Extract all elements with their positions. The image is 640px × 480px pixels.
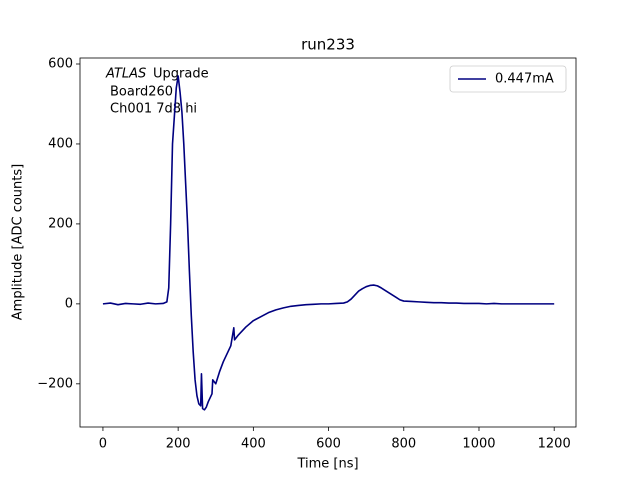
y-tick-label: 600 [48, 56, 73, 71]
x-tick-label: 1200 [538, 437, 571, 452]
annotation-experiment: ATLAS [105, 67, 146, 82]
annotation-channel: Ch001 7d8 hi [110, 102, 197, 117]
x-tick-label: 200 [166, 437, 191, 452]
legend-label: 0.447mA [495, 72, 554, 87]
y-tick-label: 400 [48, 136, 73, 151]
chart-title: run233 [301, 36, 355, 54]
annotation-board: Board260 [110, 85, 173, 100]
y-tick-label: 0 [65, 296, 73, 311]
x-axis-label: Time [ns] [296, 457, 358, 472]
x-tick-label: 400 [241, 437, 266, 452]
annotation-label: Upgrade [153, 67, 209, 82]
data-line [102, 75, 555, 411]
legend-box [449, 65, 567, 93]
y-tick-label: −200 [37, 376, 73, 391]
y-axis-label: Amplitude [ADC counts] [11, 164, 26, 320]
x-tick-label: 0 [99, 437, 107, 452]
x-tick-label: 1000 [462, 437, 495, 452]
x-tick-label: 800 [391, 437, 416, 452]
x-tick-label: 600 [316, 437, 341, 452]
plot-frame [79, 57, 577, 428]
y-tick-label: 200 [48, 216, 73, 231]
